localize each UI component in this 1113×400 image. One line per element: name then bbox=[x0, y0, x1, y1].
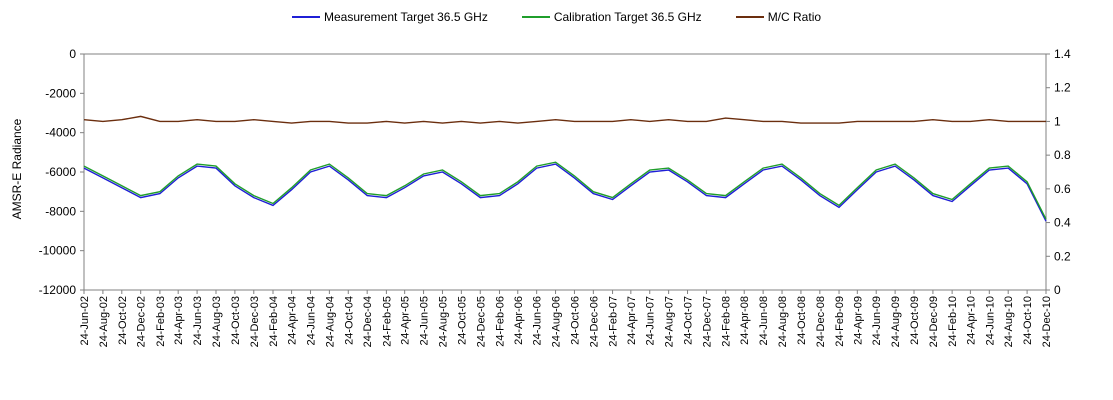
x-tick-label: 24-Feb-10 bbox=[947, 296, 959, 347]
x-tick-label: 24-Oct-03 bbox=[230, 296, 242, 345]
ratio-line bbox=[83, 115, 1046, 124]
plot-area bbox=[83, 53, 1047, 291]
x-tick-label: 24-Aug-08 bbox=[777, 296, 789, 347]
x-tick-label: 24-Feb-04 bbox=[268, 296, 280, 347]
x-tick-label: 24-Jun-09 bbox=[871, 296, 883, 346]
y2-tick-label: 0 bbox=[1054, 283, 1061, 297]
x-tick-label: 24-Dec-09 bbox=[928, 296, 940, 347]
x-tick-label: 24-Apr-04 bbox=[287, 296, 299, 345]
legend-item-measurement: Measurement Target 36.5 GHz bbox=[291, 10, 488, 24]
chart-legend: Measurement Target 36.5 GHz Calibration … bbox=[0, 6, 1113, 28]
x-tick-label: 24-Oct-07 bbox=[683, 296, 695, 345]
x-tick-label: 24-Feb-05 bbox=[381, 296, 393, 347]
x-tick-label: 24-Jun-06 bbox=[532, 296, 544, 346]
x-tick-label: 24-Feb-07 bbox=[608, 296, 620, 347]
x-tick-label: 24-Oct-04 bbox=[343, 296, 355, 345]
x-tick-label: 24-Aug-07 bbox=[664, 296, 676, 347]
legend-label-measurement: Measurement Target 36.5 GHz bbox=[323, 10, 488, 24]
x-tick-label: 24-Jun-08 bbox=[758, 296, 770, 346]
x-tick-label: 24-Feb-09 bbox=[834, 296, 846, 347]
x-tick-label: 24-Dec-06 bbox=[588, 296, 600, 347]
x-tick-label: 24-Aug-06 bbox=[551, 296, 563, 347]
measurement-line bbox=[83, 163, 1047, 222]
x-tick-label: 24-Dec-10 bbox=[1041, 296, 1053, 347]
y2-tick-label: 0.2 bbox=[1054, 249, 1071, 263]
x-tick-label: 24-Feb-06 bbox=[494, 296, 506, 347]
x-tick-label: 24-Aug-05 bbox=[437, 296, 449, 347]
x-tick-label: 24-Apr-08 bbox=[739, 296, 751, 345]
y2-tick-label: 0.8 bbox=[1054, 148, 1071, 162]
x-tick-label: 24-Jun-10 bbox=[984, 296, 996, 346]
x-tick-label: 24-Aug-03 bbox=[211, 296, 223, 347]
legend-swatch-calibration bbox=[521, 16, 550, 18]
x-tick-label: 24-Oct-09 bbox=[909, 296, 921, 345]
legend-label-calibration: Calibration Target 36.5 GHz bbox=[553, 10, 702, 24]
x-tick-label: 24-Apr-07 bbox=[626, 296, 638, 345]
legend-item-ratio: M/C Ratio bbox=[735, 10, 822, 24]
x-tick-label: 24-Oct-06 bbox=[569, 296, 581, 345]
y2-tick-label: 1.2 bbox=[1054, 81, 1071, 95]
legend-label-ratio: M/C Ratio bbox=[767, 10, 822, 24]
x-tick-label: 24-Jun-05 bbox=[419, 296, 431, 346]
y2-tick-label: 1 bbox=[1054, 114, 1061, 128]
x-tick-label: 24-Apr-03 bbox=[173, 296, 185, 345]
y2-tick-label: 0.4 bbox=[1054, 216, 1071, 230]
x-tick-label: 24-Jun-03 bbox=[192, 296, 204, 346]
legend-swatch-ratio bbox=[735, 16, 764, 18]
x-tick-label: 24-Aug-04 bbox=[324, 296, 336, 347]
x-tick-label: 24-Feb-03 bbox=[155, 296, 167, 347]
x-tick-label: 24-Aug-09 bbox=[890, 296, 902, 347]
x-tick-label: 24-Dec-03 bbox=[249, 296, 261, 347]
x-tick-label: 24-Jun-02 bbox=[79, 296, 91, 346]
y-tick-label: -8000 bbox=[45, 204, 76, 218]
x-tick-label: 24-Feb-08 bbox=[721, 296, 733, 347]
x-tick-label: 24-Aug-10 bbox=[1003, 296, 1015, 347]
y-tick-label: 0 bbox=[69, 47, 76, 61]
x-tick-label: 24-Apr-05 bbox=[400, 296, 412, 345]
x-tick-label: 24-Apr-10 bbox=[965, 296, 977, 345]
x-tick-label: 24-Apr-09 bbox=[852, 296, 864, 345]
x-tick-label: 24-Jun-07 bbox=[645, 296, 657, 346]
y-tick-label: -12000 bbox=[39, 283, 77, 297]
x-tick-label: 24-Apr-06 bbox=[513, 296, 525, 345]
y2-tick-label: 0.6 bbox=[1054, 182, 1071, 196]
x-tick-label: 24-Dec-05 bbox=[475, 296, 487, 347]
x-tick-label: 24-Dec-07 bbox=[701, 296, 713, 347]
y-tick-label: -2000 bbox=[45, 86, 76, 100]
calibration-line bbox=[83, 161, 1047, 220]
x-tick-label: 24-Aug-02 bbox=[98, 296, 110, 347]
x-tick-label: 24-Oct-05 bbox=[456, 296, 468, 345]
x-tick-label: 24-Oct-08 bbox=[796, 296, 808, 345]
legend-item-calibration: Calibration Target 36.5 GHz bbox=[521, 10, 702, 24]
y-tick-label: -10000 bbox=[39, 244, 77, 258]
x-tick-label: 24-Dec-02 bbox=[136, 296, 148, 347]
y-tick-label: -6000 bbox=[45, 165, 76, 179]
y2-tick-label: 1.4 bbox=[1054, 47, 1071, 61]
x-tick-label: 24-Jun-04 bbox=[305, 296, 317, 346]
y-tick-label: -4000 bbox=[45, 126, 76, 140]
legend-swatch-measurement bbox=[291, 16, 320, 18]
x-tick-label: 24-Oct-02 bbox=[117, 296, 129, 345]
x-tick-label: 24-Dec-08 bbox=[815, 296, 827, 347]
x-tick-label: 24-Oct-10 bbox=[1022, 296, 1034, 345]
x-tick-label: 24-Dec-04 bbox=[362, 296, 374, 347]
